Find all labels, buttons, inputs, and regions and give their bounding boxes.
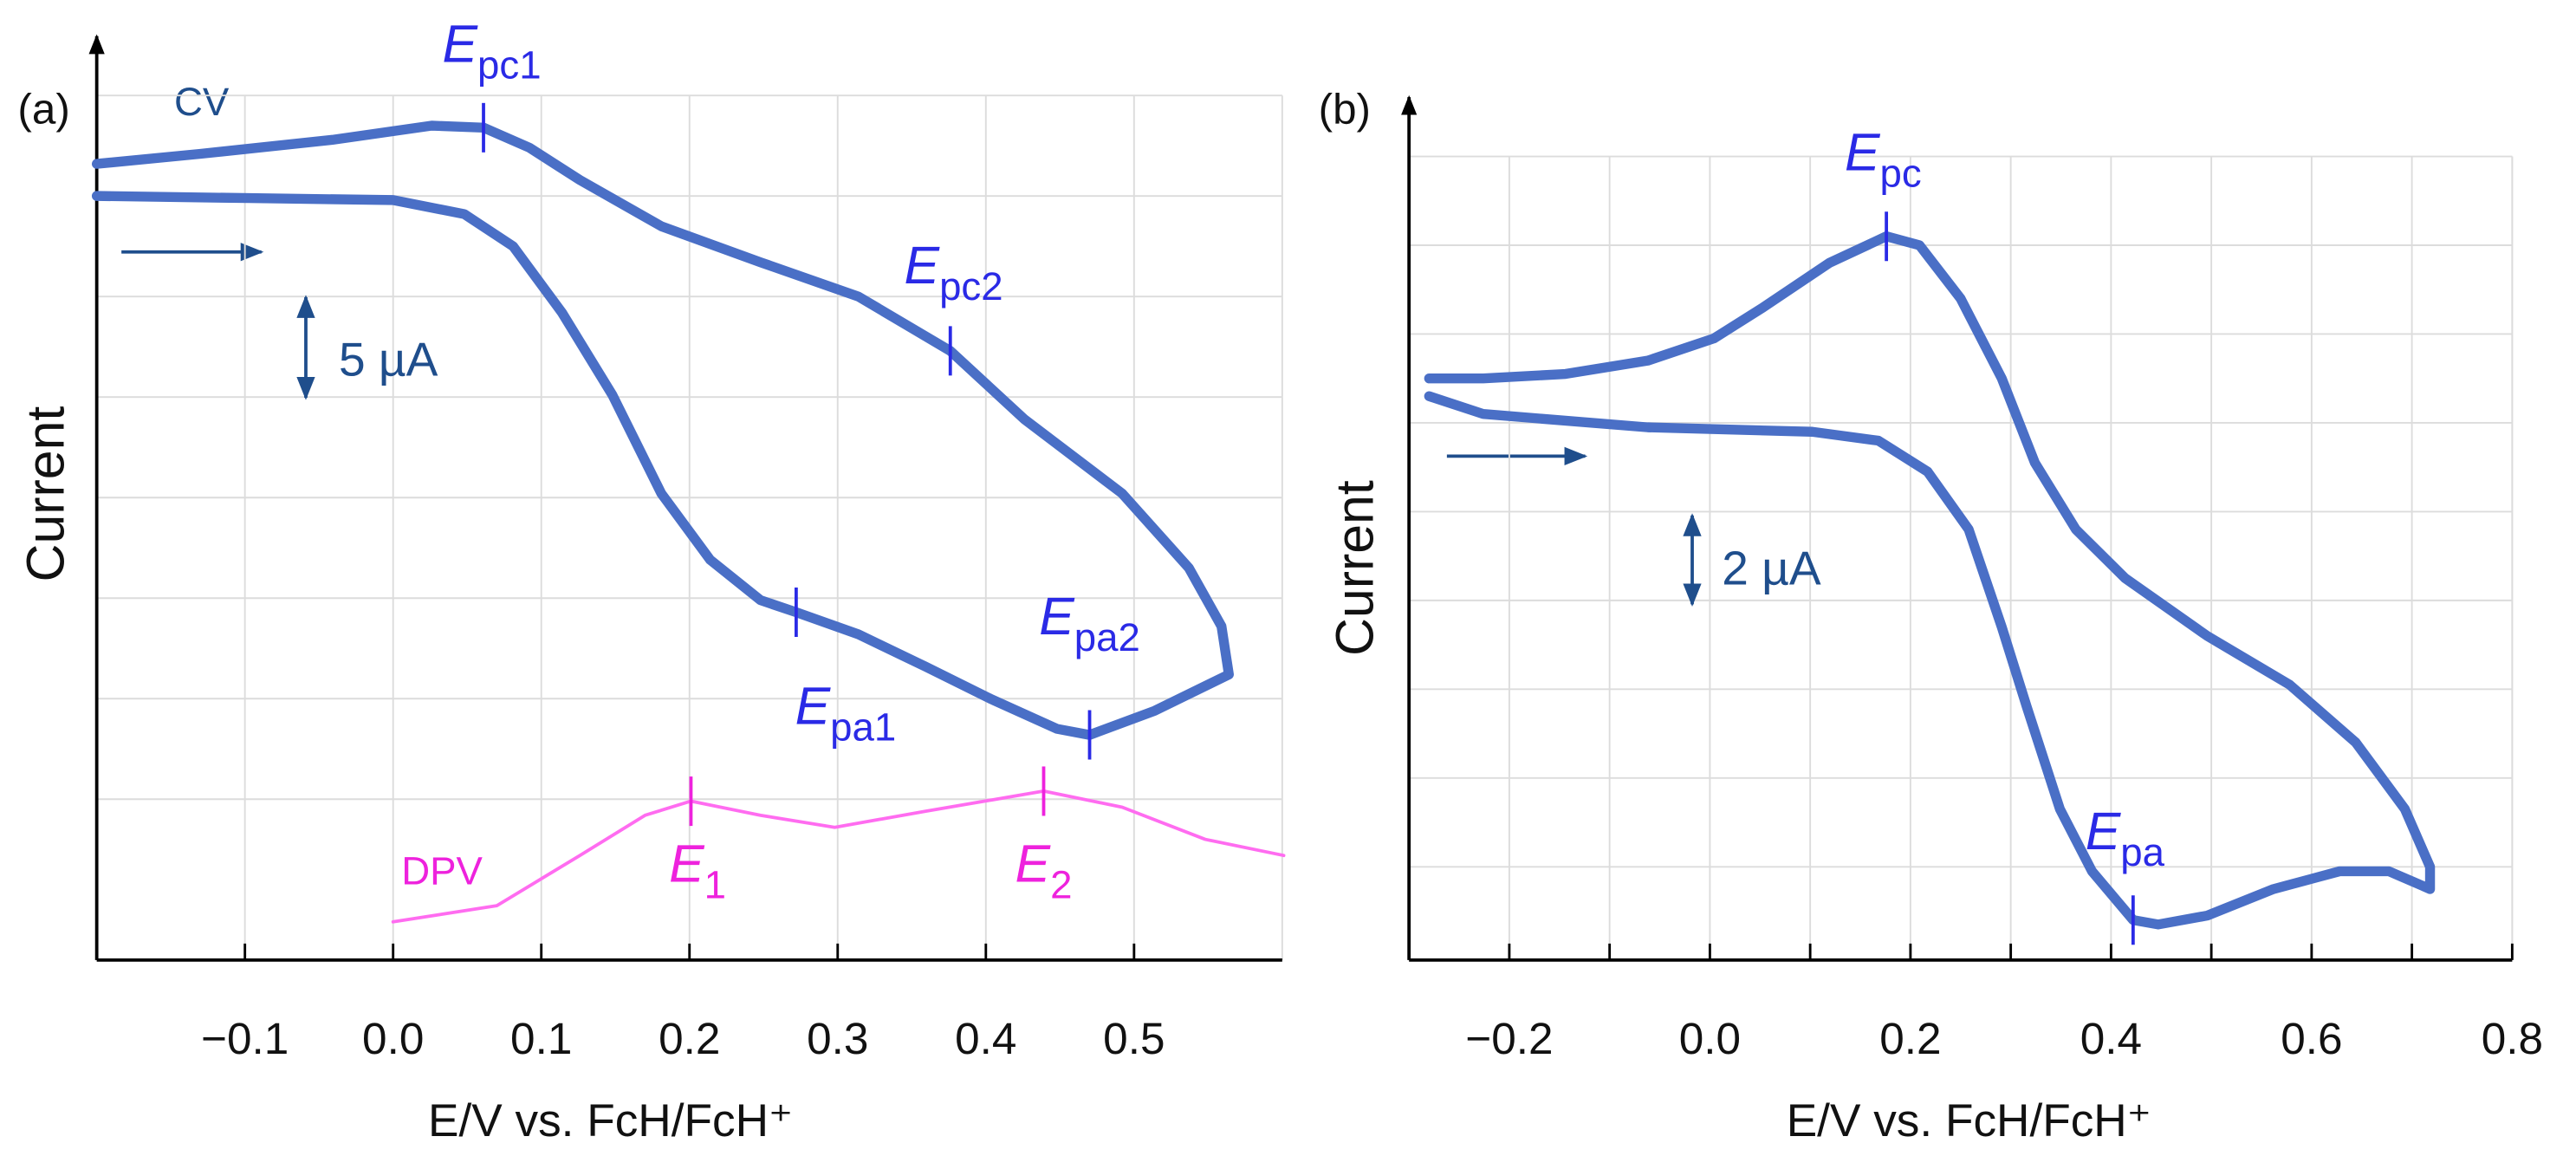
data-line xyxy=(91,120,1234,740)
peak-label-main: E xyxy=(669,835,705,893)
peak-label: E1 xyxy=(669,835,726,907)
scale-bar-label: 2 µA xyxy=(1722,542,1821,595)
peak-label-main: E xyxy=(795,677,832,736)
peak-label-sub: pa xyxy=(2120,830,2164,874)
peak-label-main: E xyxy=(1039,587,1075,646)
peak-label-sub: pa1 xyxy=(830,705,896,750)
y-axis-label: Current xyxy=(16,406,75,582)
x-axis-label: E/V vs. FcH/FcH⁺ xyxy=(1787,1095,2151,1146)
peak-label-main: E xyxy=(1845,123,1881,182)
peak-label: Epc1 xyxy=(442,14,541,87)
x-tick-label: −0.2 xyxy=(1465,1014,1553,1063)
x-tick-label: 0.2 xyxy=(659,1014,720,1063)
panel-label: (a) xyxy=(17,86,69,133)
peak-label: Epc xyxy=(1845,123,1922,196)
x-tick-label: 0.8 xyxy=(2482,1014,2543,1063)
x-tick-label: 0.0 xyxy=(362,1014,424,1063)
peak-label-sub: pc2 xyxy=(939,264,1003,308)
peak-label: Epc2 xyxy=(905,236,1003,308)
peak-label-main: E xyxy=(442,14,478,73)
x-tick-label: 0.4 xyxy=(955,1014,1016,1063)
peak-label-sub: pa2 xyxy=(1074,615,1140,659)
x-tick-label: −0.1 xyxy=(201,1014,289,1063)
peak-label-sub: pc xyxy=(1880,152,1922,196)
x-tick-label: 0.1 xyxy=(510,1014,572,1063)
peak-label-sub: 2 xyxy=(1050,862,1072,906)
peak-label-sub: pc1 xyxy=(477,42,542,87)
x-tick-label: 0.5 xyxy=(1103,1014,1165,1063)
peak-label-main: E xyxy=(905,236,941,295)
y-axis-label: Current xyxy=(1325,480,1384,656)
x-tick-label: 0.3 xyxy=(807,1014,868,1063)
peak-label-sub: 1 xyxy=(704,863,726,907)
data-line xyxy=(391,789,1286,924)
x-tick-label: 0.6 xyxy=(2281,1014,2342,1063)
peak-label-main: E xyxy=(1015,834,1052,893)
panel-label: (b) xyxy=(1319,86,1371,133)
peak-label-main: E xyxy=(2086,802,2122,861)
peak-label: Epa2 xyxy=(1039,587,1140,659)
scale-bar-label: 5 µA xyxy=(339,332,438,386)
x-axis-label: E/V vs. FcH/FcH⁺ xyxy=(428,1095,793,1146)
cv-label: CV xyxy=(174,80,230,124)
peak-label: Epa xyxy=(2086,802,2165,874)
x-tick-label: 0.4 xyxy=(2080,1014,2142,1063)
peak-label: Epa1 xyxy=(795,677,897,750)
data-line xyxy=(1424,231,2436,930)
x-tick-label: 0.2 xyxy=(1879,1014,1941,1063)
x-tick-label: 0.0 xyxy=(1679,1014,1741,1063)
dpv-label: DPV xyxy=(401,848,483,893)
peak-label: E2 xyxy=(1015,834,1073,906)
